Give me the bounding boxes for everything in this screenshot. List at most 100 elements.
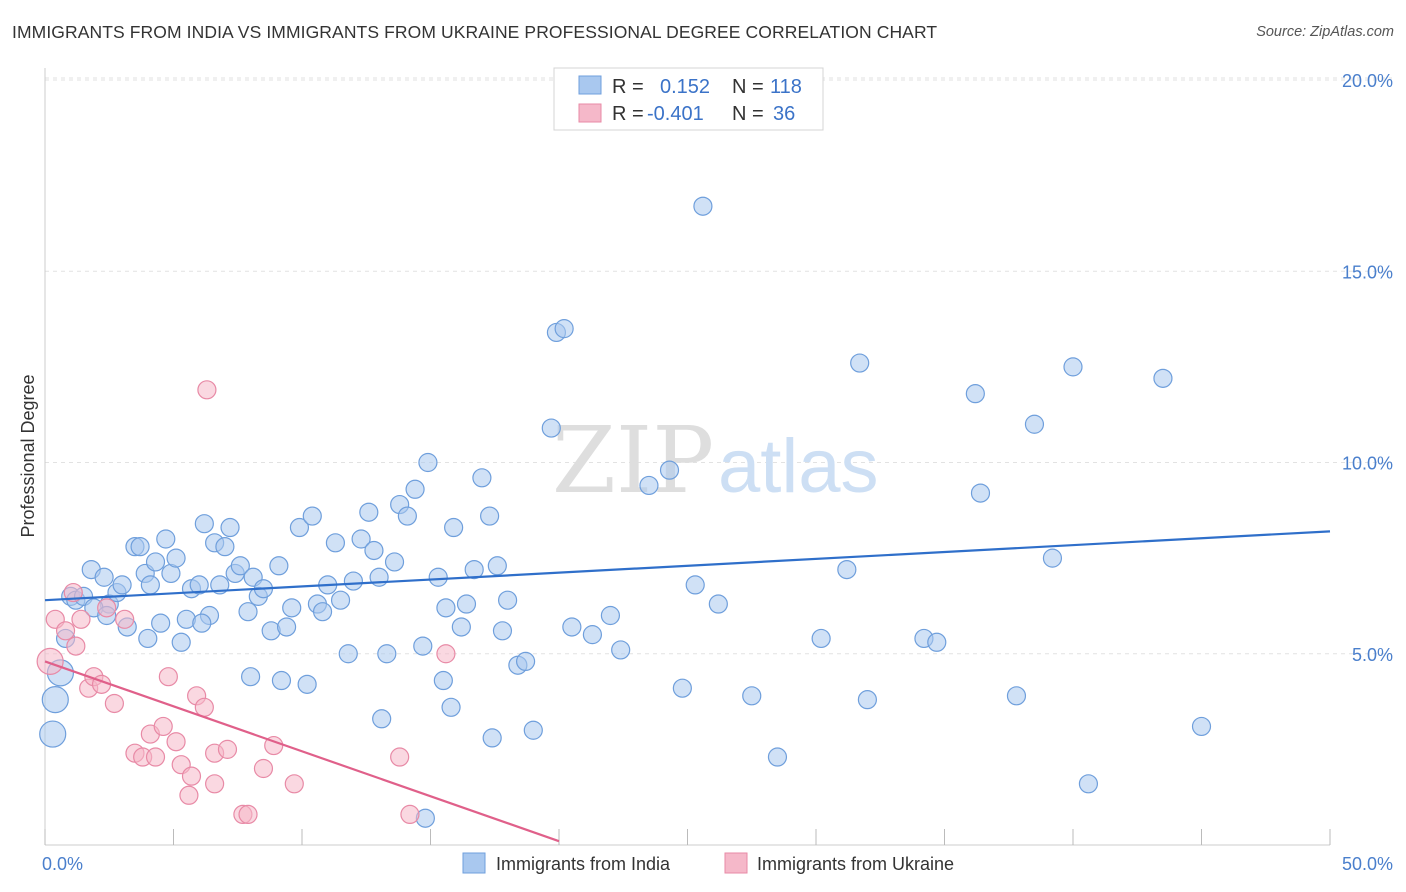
- india-point: [112, 575, 132, 595]
- ukraine-point: [66, 636, 86, 656]
- india-point: [271, 670, 292, 691]
- india-point: [377, 644, 397, 664]
- bottom-legend-ukraine-label: Immigrants from Ukraine: [757, 854, 954, 874]
- india-point: [767, 747, 788, 767]
- ukraine-point: [400, 804, 420, 825]
- ukraine-point: [71, 609, 91, 629]
- india-point: [708, 594, 728, 614]
- series-india-points: [39, 196, 1212, 828]
- ukraine-point: [436, 644, 456, 664]
- india-point: [151, 613, 171, 633]
- india-point: [441, 697, 461, 717]
- india-trend-line: [44, 530, 1331, 602]
- india-point: [210, 575, 230, 595]
- ukraine-point: [217, 739, 238, 759]
- india-point: [487, 556, 507, 576]
- india-point: [351, 529, 371, 549]
- india-point: [189, 575, 209, 595]
- india-point: [927, 632, 947, 652]
- india-point: [413, 636, 433, 656]
- india-point: [456, 594, 477, 614]
- india-point: [472, 468, 492, 488]
- ukraine-point: [63, 582, 83, 603]
- ukraine-point: [238, 804, 258, 825]
- ukraine-point: [390, 747, 410, 767]
- india-point: [166, 548, 186, 568]
- india-point: [282, 598, 302, 618]
- india-r-value: 0.152: [660, 76, 710, 98]
- india-point: [1191, 716, 1212, 737]
- india-point: [515, 651, 536, 672]
- india-point: [269, 556, 289, 576]
- ukraine-point: [181, 766, 202, 786]
- bottom-legend-india-label: Immigrants from India: [496, 854, 671, 874]
- india-point: [480, 506, 500, 526]
- india-point: [611, 640, 631, 660]
- india-point: [312, 602, 333, 622]
- india-point: [600, 605, 621, 626]
- india-swatch: [578, 75, 602, 95]
- x-tick-label-min: 0.0%: [42, 854, 83, 874]
- india-n-value: 118: [770, 76, 802, 98]
- y-axis-label: Professional Degree: [18, 374, 38, 537]
- india-point: [289, 517, 310, 538]
- india-point: [156, 529, 176, 549]
- india-point: [693, 196, 713, 216]
- india-point: [428, 567, 448, 587]
- india-point: [541, 418, 561, 438]
- india-point: [742, 686, 762, 706]
- ukraine-point: [158, 667, 178, 687]
- india-point: [276, 617, 297, 637]
- y-tick-label: 15.0%: [1342, 262, 1393, 282]
- india-point: [238, 602, 258, 622]
- india-point: [330, 590, 351, 610]
- ukraine-n-label: N =: [732, 103, 764, 125]
- india-point: [364, 540, 384, 561]
- series-ukraine-points: [36, 380, 456, 825]
- india-point: [850, 353, 870, 373]
- ukraine-point: [166, 732, 186, 752]
- india-point: [94, 567, 114, 587]
- y-tick-label: 20.0%: [1342, 71, 1393, 91]
- ukraine-point: [205, 774, 225, 794]
- ukraine-point: [253, 758, 274, 779]
- india-point: [297, 674, 317, 694]
- india-r-label: R =: [612, 76, 644, 98]
- india-point: [192, 613, 212, 633]
- ukraine-point: [153, 716, 173, 737]
- india-point: [639, 475, 659, 496]
- bottom-legend-india-swatch: [462, 852, 486, 874]
- india-point: [1153, 368, 1173, 388]
- ukraine-point: [284, 774, 304, 794]
- ukraine-point: [179, 785, 199, 805]
- y-tick-labels: 5.0% 10.0% 15.0% 20.0%: [1342, 71, 1393, 665]
- india-point: [811, 628, 831, 649]
- ukraine-r-value: -0.401: [647, 103, 704, 125]
- india-point: [1006, 686, 1027, 706]
- india-point: [1078, 774, 1099, 794]
- india-point: [41, 686, 69, 714]
- india-point: [397, 506, 417, 526]
- india-point: [372, 709, 392, 729]
- india-point: [405, 479, 425, 499]
- india-point: [451, 617, 471, 637]
- india-point: [241, 667, 261, 687]
- india-point: [171, 632, 191, 652]
- india-n-label: N =: [732, 76, 764, 98]
- ukraine-point: [36, 647, 64, 676]
- ukraine-point: [197, 380, 217, 400]
- chart-title: IMMIGRANTS FROM INDIA VS IMMIGRANTS FROM…: [12, 22, 938, 42]
- india-point: [672, 678, 692, 698]
- ukraine-point: [97, 598, 117, 618]
- india-point: [857, 690, 878, 710]
- india-point: [220, 517, 240, 538]
- ukraine-n-value: 36: [773, 103, 795, 125]
- india-point: [384, 552, 405, 572]
- ukraine-point: [145, 747, 166, 767]
- x-ticks: [44, 829, 1331, 845]
- x-tick-label-max: 50.0%: [1342, 854, 1393, 874]
- india-point: [965, 384, 985, 404]
- india-point: [1024, 414, 1045, 434]
- india-point: [418, 452, 438, 473]
